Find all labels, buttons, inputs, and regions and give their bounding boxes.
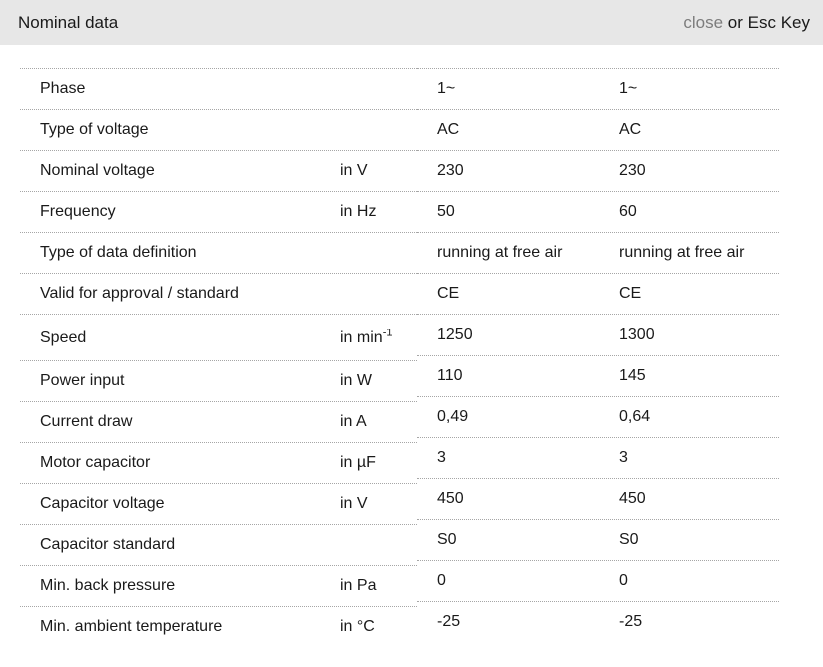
row-label: Frequency [40, 203, 116, 220]
value-cell-2: 230 [619, 162, 646, 179]
close-link[interactable]: close [683, 12, 724, 32]
labels-table: Phase Type of voltage Nominal voltage in V F… [20, 68, 417, 647]
value-cell-2: 1~ [619, 80, 638, 97]
value-cell-2: 450 [619, 490, 646, 507]
table-row: Phase [20, 68, 417, 109]
row-label: Min. back pressure [40, 577, 176, 594]
value-cell-2: 0,64 [619, 408, 651, 425]
row-label: Motor capacitor [40, 454, 151, 471]
table-row: CE CE [417, 273, 779, 314]
table-row: Speed in min-1 [20, 314, 417, 360]
table-row: Capacitor standard [20, 524, 417, 565]
table-row: Type of voltage [20, 109, 417, 150]
row-label: Type of voltage [40, 121, 149, 138]
table-row: Type of data definition [20, 232, 417, 273]
value-cell-2: AC [619, 121, 642, 138]
value-cell-2: 1300 [619, 326, 655, 343]
row-unit: in µF [340, 454, 376, 471]
value-cell-1: S0 [437, 531, 457, 548]
table-row: Frequency in Hz [20, 191, 417, 232]
table-row: Power input in W [20, 360, 417, 401]
close-controls: close or Esc Key [683, 13, 810, 33]
table-row: Min. ambient temperature in °C [20, 606, 417, 647]
table-row: 0,49 0,64 [417, 396, 779, 437]
table-row: 1~ 1~ [417, 68, 779, 109]
table-row: 450 450 [417, 478, 779, 519]
row-label: Capacitor voltage [40, 495, 165, 512]
value-cell-1: AC [437, 121, 460, 138]
unit-superscript: -1 [382, 328, 393, 339]
row-unit: in min-1 [340, 329, 417, 347]
value-cell-2: -25 [619, 613, 643, 630]
table-row: 230 230 [417, 150, 779, 191]
row-label: Current draw [40, 413, 133, 430]
value-cell-1: 110 [437, 367, 463, 384]
value-cell-1: 50 [437, 203, 455, 220]
value-cell-1: running at free air [437, 244, 563, 261]
value-cell-1: CE [437, 285, 460, 302]
table-row: -25 -25 [417, 601, 779, 642]
row-label: Capacitor standard [40, 536, 176, 553]
values-table: 1~ 1~ AC AC 230 230 50 60 running at free air run… [417, 68, 779, 642]
row-label: Nominal voltage [40, 162, 155, 179]
table-row: Motor capacitor in µF [20, 442, 417, 483]
row-unit: in Hz [340, 203, 377, 220]
row-label: Valid for approval / standard [40, 285, 239, 302]
row-unit: in V [340, 162, 368, 179]
row-label: Speed [40, 328, 87, 346]
table-row: Capacitor voltage in V [20, 483, 417, 524]
value-cell-2: 145 [619, 367, 646, 384]
value-cell-1: 3 [437, 449, 446, 466]
table-row: 1250 1300 [417, 314, 779, 355]
row-unit: in W [340, 372, 372, 389]
table-row: 110 145 [417, 355, 779, 396]
modal-header: Nominal data close or Esc Key [0, 0, 823, 45]
value-cell-2: CE [619, 285, 642, 302]
value-cell-2: running at free air [619, 244, 745, 261]
row-unit: in °C [340, 618, 375, 635]
row-label: Power input [40, 372, 125, 389]
value-cell-2: 60 [619, 203, 637, 220]
esc-key-hint: or Esc Key [723, 12, 810, 32]
value-cell-1: 0 [437, 572, 446, 589]
value-cell-1: 1~ [437, 80, 456, 97]
row-label: Min. ambient temperature [40, 618, 223, 635]
row-unit: in A [340, 413, 367, 430]
nominal-data-table: Phase Type of voltage Nominal voltage in V F… [20, 68, 779, 647]
table-row: Valid for approval / standard [20, 273, 417, 314]
value-cell-1: 1250 [437, 326, 473, 343]
row-unit: in Pa [340, 577, 377, 594]
table-row: Min. back pressure in Pa [20, 565, 417, 606]
modal-title: Nominal data [18, 12, 119, 32]
row-label: Phase [40, 80, 86, 97]
value-cell-2: 0 [619, 572, 628, 589]
table-row: AC AC [417, 109, 779, 150]
value-cell-1: 450 [437, 490, 464, 507]
row-unit: in V [340, 495, 368, 512]
value-cell-2: 3 [619, 449, 628, 466]
value-cell-2: S0 [619, 531, 639, 548]
table-row: running at free air running at free air [417, 232, 779, 273]
value-cell-1: 230 [437, 162, 464, 179]
table-row: S0 S0 [417, 519, 779, 560]
row-label: Type of data definition [40, 244, 197, 261]
value-cell-1: 0,49 [437, 408, 469, 425]
table-row: Current draw in A [20, 401, 417, 442]
value-cell-1: -25 [437, 613, 461, 630]
table-row: Nominal voltage in V [20, 150, 417, 191]
table-row: 50 60 [417, 191, 779, 232]
